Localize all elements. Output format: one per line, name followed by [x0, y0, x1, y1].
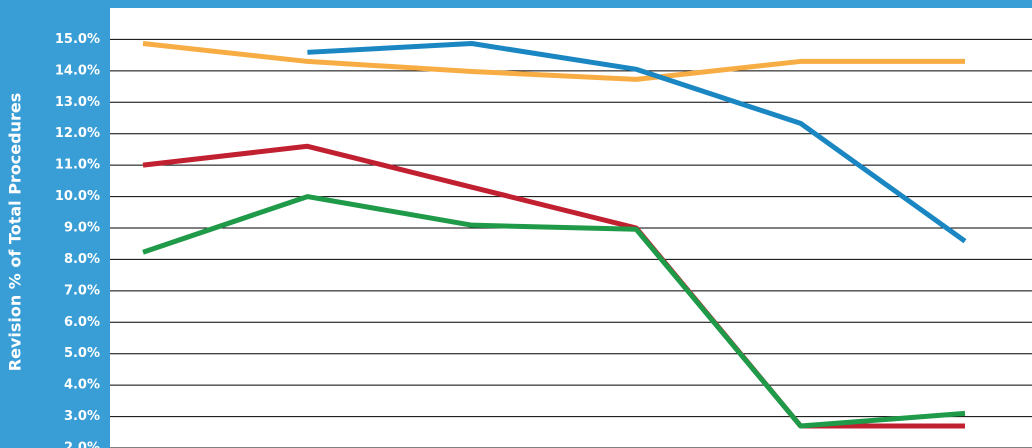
y-tick-label: 6.0%: [64, 315, 100, 330]
line-series: [307, 41, 967, 244]
y-tick-label: 4.0%: [64, 378, 100, 393]
y-tick-label: 9.0%: [64, 221, 100, 236]
y-tick-label: 12.0%: [55, 126, 100, 141]
y-axis-title: Revision % of Total Procedures: [6, 93, 25, 372]
y-tick-label: 10.0%: [55, 189, 100, 204]
y-tick-label: 5.0%: [64, 346, 100, 361]
line-series: [142, 194, 966, 429]
axis-panel: [0, 0, 110, 448]
line-series: [142, 41, 965, 82]
y-tick-label: 7.0%: [64, 283, 100, 298]
y-tick-label: 2.0%: [64, 441, 100, 448]
y-tick-label: 3.0%: [64, 409, 100, 424]
y-tick-label: 11.0%: [55, 158, 100, 173]
y-tick-label: 14.0%: [55, 63, 100, 78]
y-tick-label: 13.0%: [55, 95, 100, 110]
y-tick-label: 15.0%: [55, 32, 100, 47]
y-tick-label: 8.0%: [64, 252, 100, 267]
top-band: [0, 0, 1032, 8]
